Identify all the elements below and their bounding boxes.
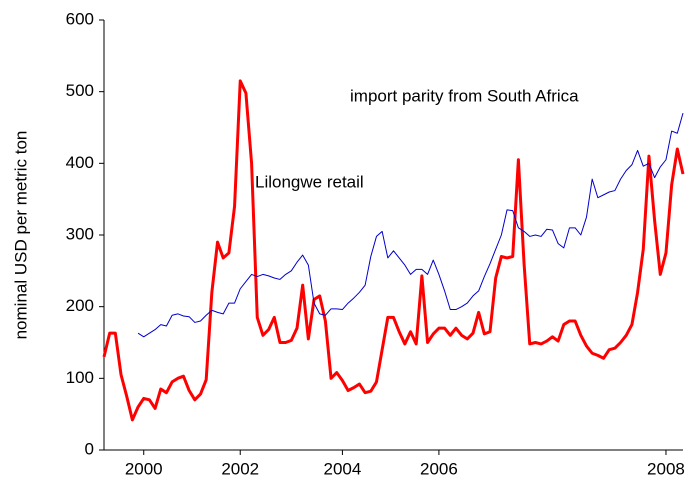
series-line	[137, 113, 684, 338]
y-tick-label: 100	[66, 368, 94, 387]
y-tick-label: 400	[66, 153, 94, 172]
x-tick-label: 2006	[420, 459, 458, 478]
x-tick-label: 2000	[125, 459, 163, 478]
x-tick-label: 2004	[323, 459, 361, 478]
y-tick-label: 200	[66, 296, 94, 315]
annotation: import parity from South Africa	[350, 86, 579, 105]
x-tick-label: 2002	[221, 459, 259, 478]
y-tick-label: 300	[66, 224, 94, 243]
y-tick-label: 500	[66, 81, 94, 100]
y-tick-label: 600	[66, 9, 94, 28]
y-tick-label: 0	[85, 439, 94, 458]
annotation: Lilongwe retail	[255, 172, 364, 191]
y-axis-label: nominal USD per metric ton	[11, 131, 30, 340]
series-line	[102, 79, 685, 422]
x-tick-label: 2008	[647, 459, 685, 478]
